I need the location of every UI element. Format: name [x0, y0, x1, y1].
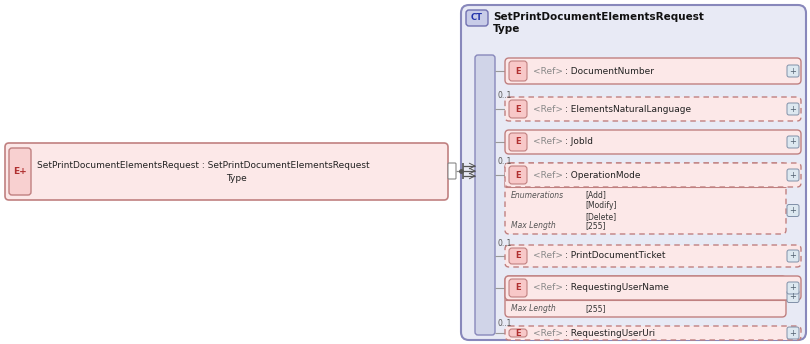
FancyBboxPatch shape — [505, 58, 801, 84]
FancyBboxPatch shape — [787, 65, 799, 77]
Text: : RequestingUserUri: : RequestingUserUri — [565, 329, 655, 337]
Text: E: E — [515, 138, 521, 147]
FancyBboxPatch shape — [787, 250, 799, 262]
Text: [255]: [255] — [585, 222, 606, 230]
Text: [Add]: [Add] — [585, 191, 606, 200]
Text: E: E — [515, 105, 521, 114]
Text: <Ref>: <Ref> — [533, 66, 563, 75]
Text: +: + — [790, 283, 796, 292]
FancyBboxPatch shape — [505, 130, 801, 154]
Text: [Modify]: [Modify] — [585, 202, 616, 211]
Text: +: + — [790, 292, 796, 301]
FancyBboxPatch shape — [448, 163, 456, 179]
Text: SetPrintDocumentElementsRequest: SetPrintDocumentElementsRequest — [493, 12, 704, 22]
Text: 0..1: 0..1 — [498, 238, 513, 247]
FancyBboxPatch shape — [505, 276, 786, 317]
Text: <Ref>: <Ref> — [533, 329, 563, 337]
Text: +: + — [790, 329, 796, 337]
FancyBboxPatch shape — [787, 169, 799, 181]
FancyBboxPatch shape — [787, 290, 799, 302]
Text: SetPrintDocumentElementsRequest : SetPrintDocumentElementsRequest: SetPrintDocumentElementsRequest : SetPri… — [37, 161, 369, 170]
FancyBboxPatch shape — [505, 245, 801, 267]
Text: +: + — [790, 66, 796, 75]
FancyBboxPatch shape — [505, 163, 801, 187]
Text: <Ref>: <Ref> — [533, 283, 563, 292]
Text: 0..1: 0..1 — [498, 90, 513, 99]
Text: [Delete]: [Delete] — [585, 213, 616, 222]
Text: <Ref>: <Ref> — [533, 171, 563, 180]
Text: 0..1: 0..1 — [498, 157, 513, 165]
FancyBboxPatch shape — [509, 61, 527, 81]
FancyBboxPatch shape — [787, 136, 799, 148]
Text: +: + — [790, 171, 796, 180]
Text: : JobId: : JobId — [565, 138, 593, 147]
FancyBboxPatch shape — [505, 326, 801, 340]
Text: Type: Type — [493, 24, 520, 34]
Text: E: E — [515, 66, 521, 75]
Text: E: E — [515, 171, 521, 180]
Text: <Ref>: <Ref> — [533, 105, 563, 114]
Text: : DocumentNumber: : DocumentNumber — [565, 66, 654, 75]
FancyBboxPatch shape — [509, 248, 527, 264]
FancyBboxPatch shape — [787, 103, 799, 115]
Text: Max Length: Max Length — [511, 222, 556, 230]
Text: +: + — [790, 138, 796, 147]
FancyBboxPatch shape — [509, 100, 527, 118]
FancyBboxPatch shape — [509, 279, 527, 297]
Text: E: E — [515, 283, 521, 292]
FancyBboxPatch shape — [461, 5, 806, 340]
Text: <Ref>: <Ref> — [533, 138, 563, 147]
Text: Type: Type — [226, 174, 247, 183]
Text: <Ref>: <Ref> — [533, 251, 563, 260]
FancyBboxPatch shape — [509, 133, 527, 151]
Text: : ElementsNaturalLanguage: : ElementsNaturalLanguage — [565, 105, 691, 114]
FancyBboxPatch shape — [505, 276, 801, 300]
Text: : RequestingUserName: : RequestingUserName — [565, 283, 669, 292]
Text: CT: CT — [471, 13, 483, 22]
Text: 0..1: 0..1 — [498, 320, 513, 329]
FancyBboxPatch shape — [9, 148, 31, 195]
FancyBboxPatch shape — [505, 97, 801, 121]
Text: [255]: [255] — [585, 304, 606, 313]
Text: +: + — [790, 251, 796, 260]
FancyBboxPatch shape — [787, 204, 799, 216]
Text: E: E — [515, 251, 521, 260]
Text: : PrintDocumentTicket: : PrintDocumentTicket — [565, 251, 666, 260]
FancyBboxPatch shape — [466, 10, 488, 26]
FancyBboxPatch shape — [5, 143, 448, 200]
Text: Max Length: Max Length — [511, 304, 556, 313]
Text: E+: E+ — [13, 167, 27, 176]
Text: +: + — [790, 105, 796, 114]
FancyBboxPatch shape — [509, 329, 527, 337]
Text: +: + — [790, 206, 796, 215]
FancyBboxPatch shape — [475, 55, 495, 335]
FancyBboxPatch shape — [509, 166, 527, 184]
FancyBboxPatch shape — [787, 282, 799, 294]
FancyBboxPatch shape — [505, 163, 786, 234]
Text: : OperationMode: : OperationMode — [565, 171, 641, 180]
FancyBboxPatch shape — [787, 327, 799, 339]
Text: Enumerations: Enumerations — [511, 191, 564, 200]
Text: E: E — [515, 329, 521, 337]
